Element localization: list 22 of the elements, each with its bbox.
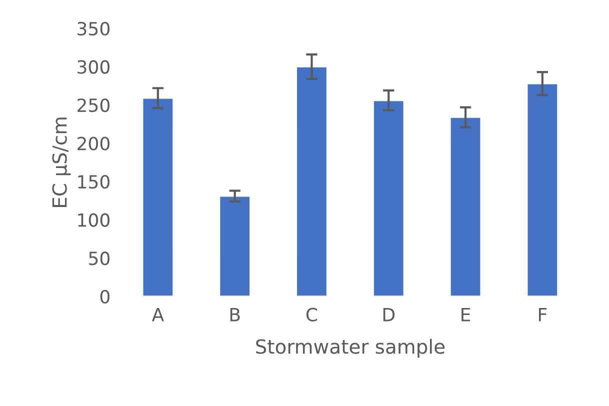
x-axis-title: Stormwater sample — [256, 338, 445, 358]
y-tick-label: 100 — [78, 213, 110, 227]
x-tick-label: F — [538, 308, 547, 322]
y-axis-title: EC µS/cm — [52, 118, 71, 207]
x-tick-label: D — [383, 308, 395, 322]
bar — [449, 116, 482, 296]
y-tick-label: 150 — [78, 175, 110, 189]
y-tick-label: 350 — [78, 22, 110, 36]
bar — [296, 66, 328, 296]
x-tick-label: A — [152, 308, 164, 322]
bar — [218, 195, 251, 296]
y-tick-label: 200 — [78, 136, 110, 150]
y-tick-label: 250 — [78, 98, 110, 112]
bar — [142, 97, 174, 296]
y-tick-label: 50 — [89, 252, 110, 266]
y-tick-label: 0 — [100, 290, 110, 304]
x-tick-label: C — [306, 308, 318, 322]
bar — [526, 82, 558, 296]
x-tick-label: B — [230, 308, 240, 322]
x-tick-label: E — [462, 308, 470, 322]
bar — [372, 100, 405, 296]
y-tick-label: 300 — [78, 60, 110, 74]
